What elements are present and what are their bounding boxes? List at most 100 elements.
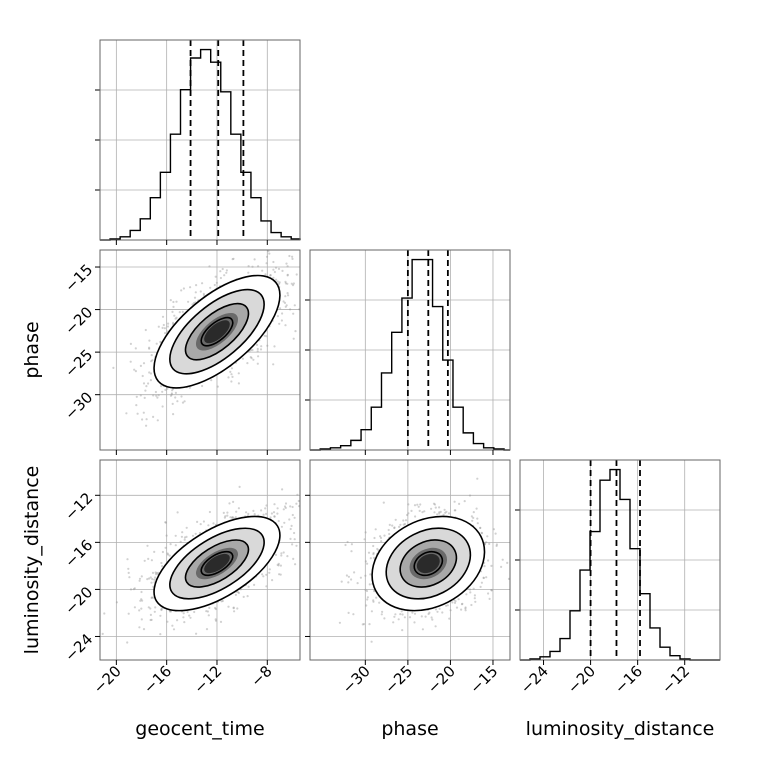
scatter-point [283, 505, 287, 508]
scatter-point [172, 300, 175, 304]
scatter-point [292, 312, 295, 315]
scatter-point [196, 520, 199, 524]
scatter-point [340, 580, 343, 583]
scatter-point [294, 330, 297, 333]
scatter-point [433, 511, 436, 514]
scatter-point [365, 604, 368, 607]
scatter-point [346, 540, 349, 544]
scatter-point [174, 544, 177, 547]
scatter-point [319, 301, 321, 303]
scatter-point [476, 517, 479, 520]
scatter-point [260, 509, 263, 512]
scatter-point [276, 507, 279, 510]
panel-frame [309, 249, 511, 451]
x-axis-label-luminosity_distance: luminosity_distance [526, 718, 715, 740]
scatter-point [247, 271, 250, 274]
scatter-point [490, 564, 493, 568]
scatter-point [273, 503, 276, 506]
scatter-point [476, 477, 479, 480]
scatter-point [438, 506, 441, 509]
scatter-point [198, 531, 202, 535]
scatter-point [183, 538, 186, 541]
scatter-point [432, 502, 436, 505]
scatter-point [125, 412, 128, 415]
scatter-point [219, 620, 223, 624]
scatter-point [427, 612, 430, 616]
scatter-point [434, 625, 437, 628]
y-tick-label: −16 [61, 536, 96, 571]
scatter-point [276, 512, 279, 515]
scatter-point [232, 607, 235, 610]
scatter-point [277, 562, 280, 565]
scatter-point [500, 565, 503, 569]
scatter-point [255, 343, 259, 346]
scatter-point [246, 595, 249, 598]
scatter-point [134, 370, 137, 373]
scatter-point [189, 286, 192, 289]
scatter-point [150, 581, 153, 584]
scatter-point [282, 508, 285, 511]
pair-panel-phase-luminosity_distance [305, 459, 511, 665]
scatter-point [272, 276, 275, 279]
scatter-point [350, 578, 353, 581]
scatter-point [230, 373, 233, 376]
scatter-point [370, 610, 373, 613]
scatter-point [272, 260, 275, 264]
scatter-point [293, 516, 296, 519]
scatter-point [379, 536, 383, 540]
scatter-point [185, 526, 188, 529]
scatter-point [152, 394, 155, 397]
contour-line-0 [413, 550, 444, 577]
scatter-point [194, 291, 197, 294]
scatter-point [276, 280, 279, 283]
scatter-point [209, 286, 212, 289]
hist-panel-phase [305, 249, 511, 455]
scatter-point [392, 621, 395, 624]
scatter-point [421, 628, 424, 631]
scatter-point [288, 254, 291, 258]
scatter-point [265, 262, 268, 265]
scatter-point [172, 413, 175, 416]
scatter-point [160, 385, 163, 388]
scatter-point [278, 573, 281, 576]
scatter-point [155, 571, 158, 575]
scatter-point [443, 508, 446, 511]
scatter-point [286, 292, 289, 295]
scatter-point [292, 557, 295, 561]
scatter-point [166, 387, 169, 390]
scatter-point [138, 579, 141, 582]
scatter-point [207, 524, 210, 527]
scatter-point [485, 576, 488, 579]
scatter-point [286, 273, 289, 276]
scatter-point [166, 552, 169, 555]
scatter-point [287, 294, 290, 297]
scatter-point [126, 641, 129, 644]
scatter-point [171, 389, 174, 392]
scatter-point [127, 571, 130, 575]
scatter-point [164, 521, 167, 524]
scatter-point [319, 513, 321, 515]
scatter-point [173, 314, 176, 317]
scatter-point [482, 576, 485, 580]
scatter-point [463, 500, 466, 503]
scatter-point [245, 511, 248, 514]
scatter-point [303, 308, 305, 310]
hist-panel-luminosity_distance [515, 459, 721, 665]
x-tick-label: −30 [339, 662, 374, 697]
contour-line-1 [184, 302, 250, 361]
scatter-point [464, 609, 467, 612]
contour-line-1 [184, 539, 250, 588]
scatter-point [172, 321, 175, 324]
scatter-point [274, 266, 278, 269]
scatter-point [164, 388, 167, 391]
scatter-point [146, 578, 149, 581]
pair-panel-geocent_time-phase [95, 249, 321, 455]
scatter-point [328, 537, 330, 539]
scatter-point [135, 395, 138, 398]
scatter-point [224, 515, 227, 518]
y-tick-label: −25 [61, 346, 96, 381]
scatter-point [142, 628, 146, 631]
scatter-point [378, 601, 381, 604]
scatter-point [265, 255, 269, 258]
scatter-point [228, 502, 231, 505]
